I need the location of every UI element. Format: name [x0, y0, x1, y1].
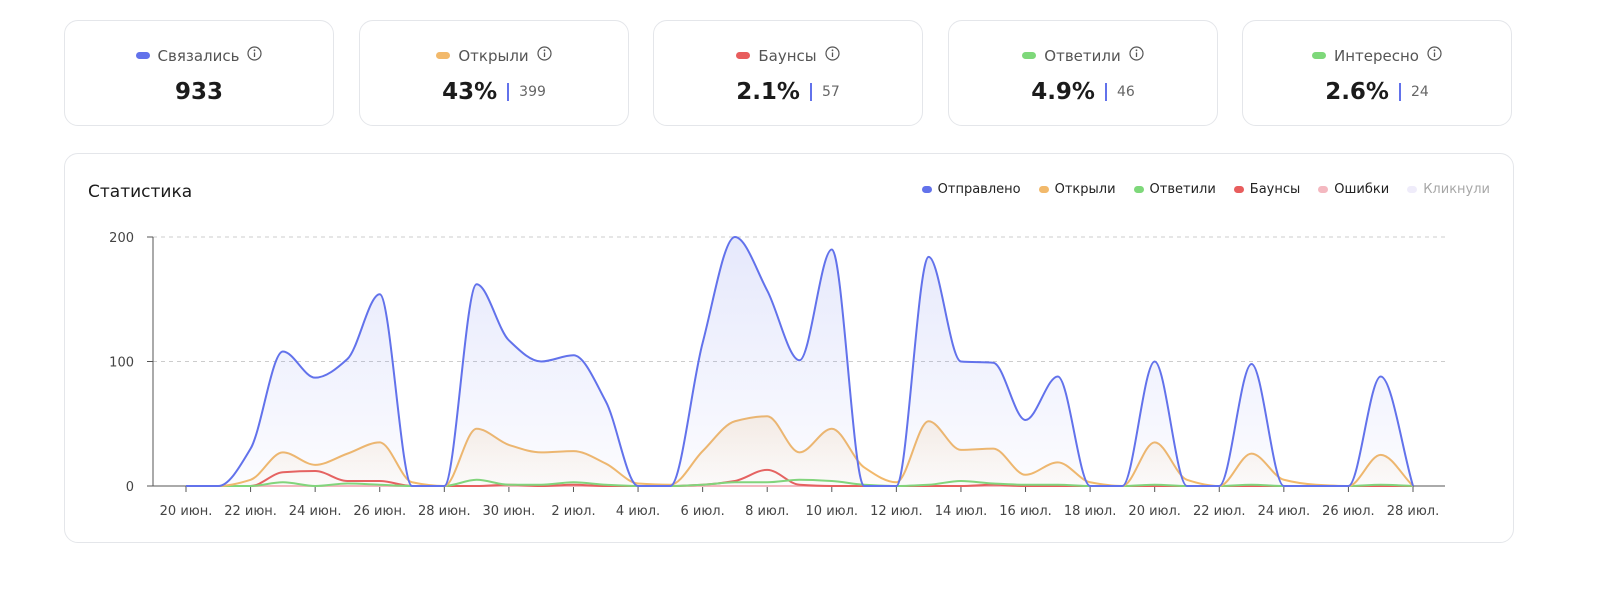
card-label: Интересно	[1334, 46, 1419, 65]
card-header: Интересно	[1243, 46, 1511, 65]
info-icon	[537, 46, 552, 65]
legend-item: Ответили	[1133, 182, 1216, 197]
stat-card: Связались 933	[64, 20, 334, 126]
legend-label: Кликнули	[1423, 182, 1490, 197]
card-secondary: 399	[519, 84, 546, 100]
x-tick-label: 18 июл.	[1064, 504, 1117, 519]
x-tick-label: 28 июл.	[1387, 504, 1440, 519]
card-values: 4.9% 46	[949, 79, 1217, 105]
card-value: 2.6%	[1325, 79, 1389, 105]
stat-card: Ответили 4.9% 46	[948, 20, 1218, 126]
x-tick-label: 8 июл.	[745, 504, 789, 519]
x-tick-label: 22 июл.	[1193, 504, 1246, 519]
x-tick-label: 24 июн.	[289, 504, 342, 519]
card-label: Баунсы	[758, 46, 817, 65]
x-tick-label: 20 июл.	[1128, 504, 1181, 519]
legend-dot	[1038, 186, 1049, 193]
legend-label: Отправлено	[937, 182, 1021, 197]
card-header: Баунсы	[654, 46, 922, 65]
line	[186, 235, 1414, 487]
color-dot	[436, 52, 451, 59]
x-tick-label: 4 июл.	[616, 504, 660, 519]
card-secondary: 46	[1116, 84, 1135, 100]
card-secondary: 24	[1410, 84, 1429, 100]
area	[186, 237, 1413, 486]
separator	[507, 83, 510, 101]
card-label: Ответили	[1044, 46, 1121, 65]
x-tick-label: 12 июл.	[870, 504, 923, 519]
x-tick-label: 22 июн.	[224, 504, 277, 519]
y-tick-label: 0	[126, 480, 134, 495]
card-label: Открыли	[458, 46, 529, 65]
card-header: Связались	[65, 46, 333, 65]
card-value: 43%	[442, 79, 498, 105]
card-values: 2.1% 57	[654, 79, 922, 105]
y-tick-label: 100	[109, 356, 134, 371]
chart-panel	[64, 153, 1514, 543]
legend-item: Отправлено	[921, 182, 1021, 197]
card-values: 43% 399	[360, 79, 628, 105]
color-dot	[1312, 52, 1326, 59]
legend-item: Ошибки	[1318, 182, 1389, 197]
x-tick-label: 10 июл.	[806, 504, 859, 519]
card-values: 2.6% 24	[1243, 79, 1511, 105]
info-icon	[1427, 46, 1442, 65]
legend-dot	[1133, 186, 1144, 193]
x-tick-label: 2 июл.	[551, 504, 595, 519]
stat-card: Баунсы 2.1% 57	[653, 20, 923, 126]
card-value: 933	[174, 79, 223, 105]
card-header: Ответили	[949, 46, 1217, 65]
card-label: Связались	[157, 46, 240, 65]
info-icon	[1129, 46, 1144, 65]
legend-label: Баунсы	[1249, 182, 1301, 197]
legend: Отправлено Открыли Ответили Баунсы Ошибки Кли…	[921, 182, 1490, 197]
x-tick-label: 6 июл.	[681, 504, 725, 519]
legend-dot	[1318, 186, 1329, 193]
stat-card: Открыли 43% 399	[359, 20, 629, 126]
legend-label: Ошибки	[1334, 182, 1390, 197]
color-dot	[1022, 52, 1037, 59]
legend-dot	[1407, 186, 1418, 193]
x-tick-label: 24 июл.	[1258, 504, 1311, 519]
card-values: 933	[65, 79, 333, 105]
legend-item: Открыли	[1038, 182, 1116, 197]
x-tick-label: 14 июл.	[935, 504, 988, 519]
separator	[1398, 83, 1401, 101]
legend-label: Открыли	[1054, 182, 1116, 197]
separator	[809, 83, 812, 101]
legend-item: Баунсы	[1233, 182, 1301, 197]
color-dot	[135, 52, 150, 59]
card-value: 2.1%	[736, 79, 800, 105]
chart-title: Статистика	[88, 182, 192, 202]
info-icon	[825, 46, 840, 65]
card-value: 4.9%	[1031, 79, 1095, 105]
x-tick-label: 26 июл.	[1322, 504, 1375, 519]
legend-item: Кликнули	[1407, 182, 1490, 197]
x-tick-label: 16 июл.	[999, 504, 1052, 519]
info-icon	[247, 46, 263, 65]
legend-dot	[1233, 186, 1244, 193]
separator	[1104, 83, 1107, 101]
x-tick-label: 28 июн.	[418, 504, 471, 519]
x-tick-label: 20 июн.	[160, 504, 213, 519]
stat-card: Интересно 2.6% 24	[1242, 20, 1512, 126]
x-tick-label: 30 июн.	[483, 504, 536, 519]
y-tick-label: 200	[109, 231, 134, 246]
color-dot	[736, 52, 751, 59]
legend-dot	[921, 186, 932, 193]
x-tick-label: 26 июн.	[353, 504, 406, 519]
card-secondary: 57	[821, 84, 840, 100]
card-header: Открыли	[360, 46, 628, 65]
legend-label: Ответили	[1149, 182, 1216, 197]
